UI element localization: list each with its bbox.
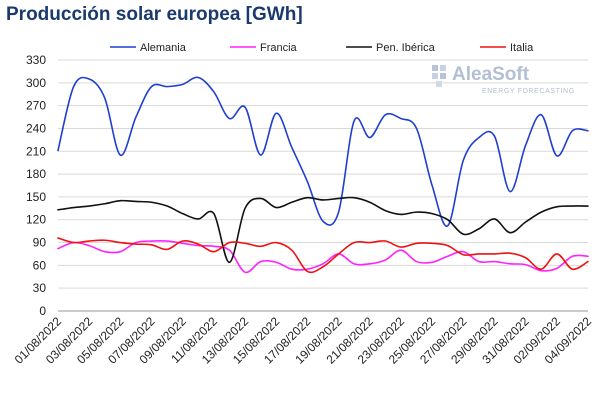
series-line-italia bbox=[57, 237, 589, 274]
y-tick-label: 300 bbox=[26, 76, 46, 90]
series-line-alemania bbox=[57, 76, 589, 227]
y-tick-label: 150 bbox=[26, 190, 46, 204]
aleasoft-logo: AleaSoft ENERGY FORECASTING bbox=[432, 64, 575, 95]
y-tick-label: 30 bbox=[33, 281, 47, 295]
y-tick-label: 180 bbox=[26, 167, 46, 181]
y-tick-label: 330 bbox=[26, 53, 46, 67]
series-lines bbox=[57, 76, 589, 274]
x-axis-ticks: 01/08/202203/08/202205/08/202207/08/2022… bbox=[12, 314, 595, 367]
y-tick-label: 240 bbox=[26, 121, 46, 135]
legend-label-italia: Italia bbox=[510, 42, 534, 54]
legend-label-pen-ib-rica: Pen. Ibérica bbox=[376, 42, 436, 54]
logo-mark-icon bbox=[432, 65, 446, 87]
y-axis-ticks: 0 30 60 90 120 150 180 210 240 270 300 330 bbox=[26, 53, 46, 318]
chart-title: Producción solar europea [GWh] bbox=[6, 4, 303, 25]
y-tick-label: 60 bbox=[33, 258, 47, 272]
y-tick-label: 0 bbox=[39, 304, 46, 318]
series-line-pen-ib-rica bbox=[57, 196, 589, 264]
y-tick-label: 90 bbox=[33, 236, 47, 250]
legend-label-francia: Francia bbox=[260, 42, 298, 54]
series-line-francia bbox=[57, 239, 589, 274]
grid-lines bbox=[58, 59, 588, 312]
watermark-brand: AleaSoft bbox=[452, 64, 530, 85]
watermark-subtitle: ENERGY FORECASTING bbox=[482, 88, 575, 95]
legend-label-alemania: Alemania bbox=[140, 42, 187, 54]
legend: Alemania Francia Pen. Ibérica Italia bbox=[110, 42, 534, 54]
y-tick-label: 120 bbox=[26, 213, 46, 227]
y-tick-label: 210 bbox=[26, 144, 46, 158]
y-tick-label: 270 bbox=[26, 99, 46, 113]
